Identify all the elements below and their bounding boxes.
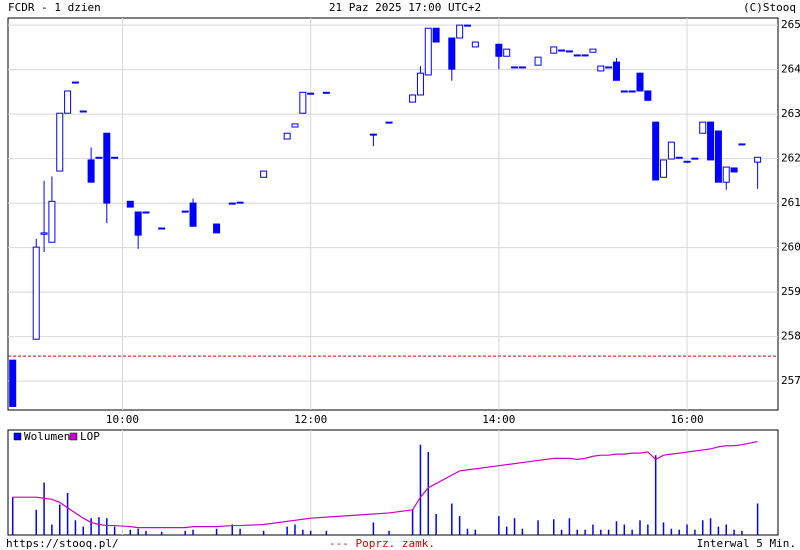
candle-body (495, 43, 503, 57)
y-tick-label: 265 (781, 18, 800, 31)
candle-body (605, 66, 613, 69)
candle-body (620, 90, 628, 93)
candle-body (550, 46, 558, 54)
candle-body (675, 156, 683, 159)
chart-title: FCDR - 1 dzien (8, 1, 101, 14)
candle-body (385, 121, 393, 124)
candle-body (126, 200, 134, 208)
candle-body (558, 49, 566, 52)
candle-body (424, 27, 432, 76)
y-tick-label: 263 (781, 107, 800, 120)
candle-body (260, 170, 268, 178)
candle-body (103, 132, 111, 204)
candle-body (79, 110, 87, 113)
candle-body (142, 211, 150, 214)
y-tick-label: 264 (781, 63, 800, 76)
source: (C)Stooq (743, 1, 796, 14)
candle-body (612, 61, 620, 81)
candle-body (87, 159, 95, 183)
y-tick-label: 259 (781, 285, 800, 298)
candle-body (322, 91, 330, 94)
candle-body (291, 123, 299, 128)
candle-body (299, 91, 307, 114)
candle-body (589, 48, 597, 53)
candle-body (667, 141, 675, 160)
candle-body (134, 211, 142, 236)
candle-body (714, 130, 722, 183)
candle-body (40, 232, 48, 235)
candle-body (463, 24, 471, 27)
legend-swatch (69, 432, 78, 441)
candle-body (691, 157, 699, 160)
y-tick-label: 261 (781, 196, 800, 209)
legend-label: LOP (80, 430, 100, 443)
y-tick-label: 260 (781, 241, 800, 254)
candle-body (644, 90, 652, 101)
candle-body (95, 156, 103, 159)
url: https://stooq.pl/ (6, 537, 119, 550)
candle-body (707, 121, 715, 161)
candle-body (503, 48, 511, 57)
candle-body (660, 159, 668, 178)
candle-body (471, 41, 479, 48)
candle-body (181, 210, 189, 213)
candle-body (213, 223, 221, 234)
x-tick-label: 12:00 (294, 413, 327, 426)
candle-body (511, 66, 519, 69)
candle-body (111, 156, 119, 159)
candle-body (448, 37, 456, 70)
legend-swatch (13, 432, 22, 441)
x-tick-label: 10:00 (106, 413, 139, 426)
candle-body (9, 359, 17, 407)
candle-body (456, 24, 464, 39)
candle-body (534, 56, 542, 66)
candle-body (738, 143, 746, 146)
candle-body (573, 54, 581, 57)
candle-body (158, 227, 166, 230)
candle-body (236, 201, 244, 204)
candle-body (283, 132, 291, 140)
candle-body (699, 121, 707, 134)
chart-date: 21 Paz 2025 17:00 UTC+2 (329, 1, 481, 14)
candle-body (581, 54, 589, 57)
candle-body (228, 202, 236, 205)
candle-body (369, 133, 377, 136)
candle-body (307, 92, 315, 95)
volume-panel (7, 429, 779, 536)
candle-body (565, 50, 573, 53)
candle-body (432, 27, 440, 43)
lop-line (12, 440, 758, 529)
candle-body (683, 160, 691, 163)
x-tick-label: 16:00 (670, 413, 703, 426)
candle-body (652, 121, 660, 181)
candle-body (416, 72, 424, 96)
candle-body (628, 90, 636, 93)
interval: Interwal 5 Min. (697, 537, 796, 550)
candle-body (64, 90, 72, 114)
candle-body (48, 200, 56, 243)
candle-body (597, 65, 605, 72)
candle-body (722, 166, 730, 183)
candle-body (71, 81, 79, 84)
y-tick-label: 257 (781, 374, 800, 387)
candle-body (32, 246, 40, 340)
prev-close-legend: --- Poprz. zamk. (329, 537, 435, 550)
candle-body (56, 112, 64, 172)
price-panel (7, 17, 779, 411)
candle-body (754, 156, 762, 163)
candle-body (636, 72, 644, 92)
candle-body (518, 66, 526, 69)
candle-body (409, 94, 417, 103)
candle-body (189, 202, 197, 227)
candle-body (730, 167, 738, 173)
y-tick-label: 262 (781, 152, 800, 165)
legend-label: Wolumen (24, 430, 70, 443)
x-tick-label: 14:00 (482, 413, 515, 426)
y-tick-label: 258 (781, 330, 800, 343)
